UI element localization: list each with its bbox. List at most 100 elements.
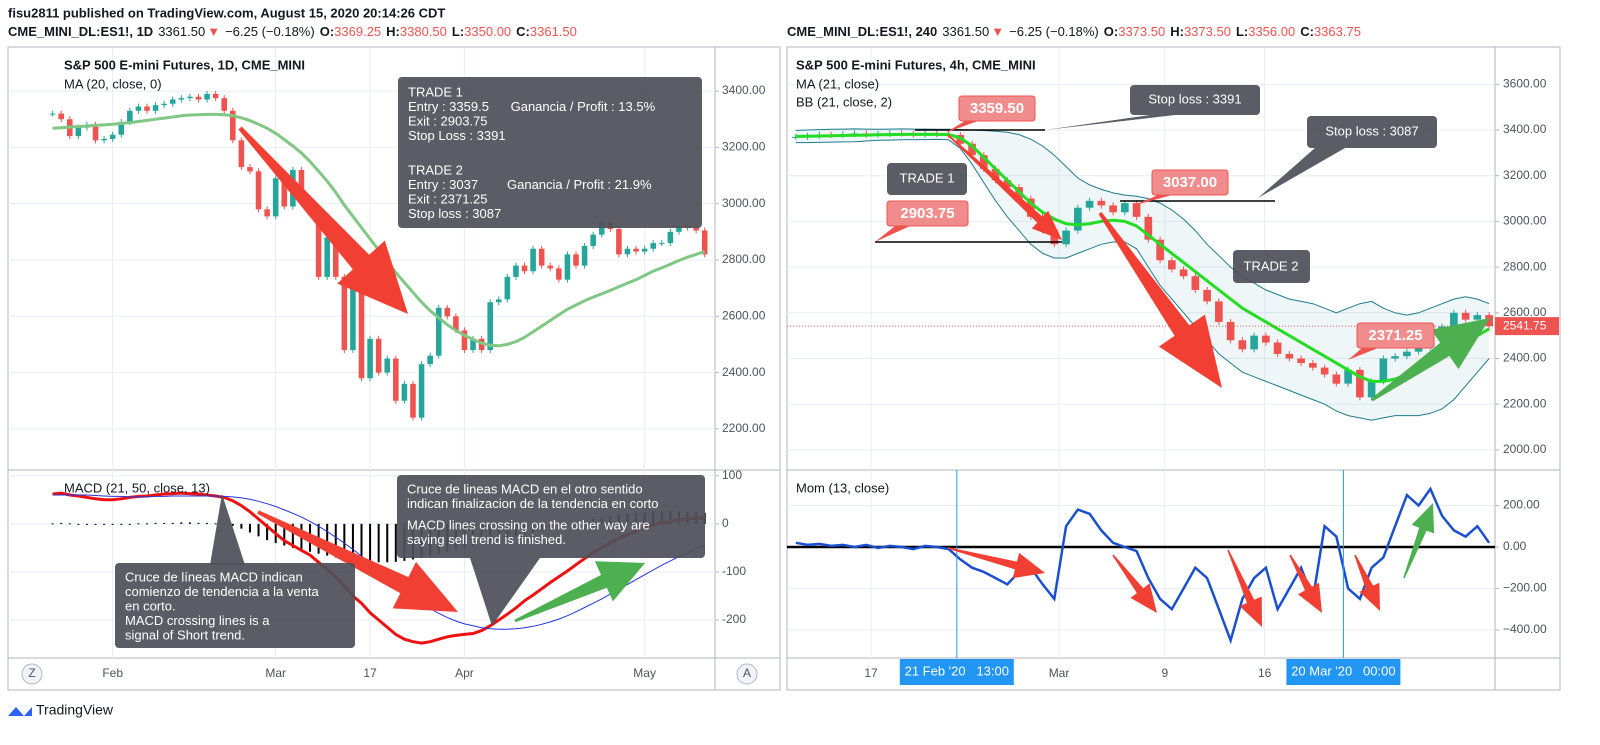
bb-upper bbox=[795, 128, 1490, 316]
header-h-key: H: bbox=[1170, 24, 1184, 39]
histogram-bar bbox=[128, 523, 131, 525]
candle bbox=[324, 237, 330, 277]
y-tick-label: 0 bbox=[722, 516, 729, 530]
candle bbox=[444, 307, 451, 317]
y-tick-label: 2600.00 bbox=[722, 308, 766, 322]
price-callout-label: 3037.00 bbox=[1163, 174, 1217, 191]
note-box bbox=[1130, 85, 1260, 115]
y-tick-label: 3200.00 bbox=[1503, 168, 1547, 182]
header-change: −6.25 (−0.18%) bbox=[225, 24, 315, 39]
candle bbox=[487, 302, 493, 351]
candle bbox=[247, 167, 253, 172]
candle bbox=[187, 96, 193, 99]
marker-label: 20 Mar '20 00:00 bbox=[1291, 663, 1395, 678]
header-h: 3373.50 bbox=[1184, 24, 1231, 39]
callout-tail bbox=[945, 121, 978, 133]
candle bbox=[1191, 276, 1200, 290]
header-arrow: ▼ bbox=[991, 24, 1004, 39]
candle bbox=[1156, 239, 1164, 261]
bb-lower bbox=[795, 138, 1490, 421]
y-tick-label: 2800.00 bbox=[722, 252, 766, 266]
candle bbox=[1132, 203, 1141, 217]
candle bbox=[298, 169, 305, 199]
y-tick-label: 2400.00 bbox=[1503, 351, 1547, 365]
arrow bbox=[514, 561, 645, 623]
momentum-line bbox=[795, 486, 1491, 645]
candle bbox=[616, 229, 622, 255]
candle bbox=[1203, 289, 1211, 302]
histogram-bar bbox=[68, 523, 71, 525]
pane-title: S&P 500 E-mini Futures, 1D, CME_MINI bbox=[64, 57, 305, 72]
arrow bbox=[1289, 554, 1322, 613]
candle bbox=[393, 358, 399, 401]
candle bbox=[693, 227, 699, 231]
note-text: Stop Loss : 3391 bbox=[408, 128, 506, 143]
price-callout bbox=[1151, 169, 1229, 196]
header-l: 3350.00 bbox=[464, 24, 511, 39]
callout-tail bbox=[1348, 348, 1378, 360]
symbol-line: CME_MINI_DL:ES1!, 240 3361.50 ▼ −6.25 (−0.1… bbox=[787, 24, 1361, 39]
candle bbox=[221, 98, 228, 111]
candle bbox=[547, 265, 554, 269]
header-o: 3373.50 bbox=[1118, 24, 1165, 39]
candle bbox=[1297, 358, 1305, 364]
note-text: Entry : 3359.5 Ganancia / Profit : 13.5% bbox=[408, 99, 656, 114]
histogram-bar bbox=[266, 523, 269, 541]
candle bbox=[1074, 207, 1082, 231]
header-o: 3369.25 bbox=[334, 24, 381, 39]
histogram-bar bbox=[120, 523, 123, 525]
note-text: Stop loss : 3391 bbox=[1148, 91, 1241, 106]
candle bbox=[195, 96, 202, 100]
candle bbox=[255, 171, 262, 210]
y-tick-label: 2000.00 bbox=[1503, 442, 1547, 456]
y-tick-label: 2800.00 bbox=[1503, 259, 1547, 273]
note-text: TRADE 1 bbox=[900, 170, 955, 185]
y-tick-label: −400.00 bbox=[1503, 622, 1547, 636]
candle bbox=[1309, 363, 1317, 368]
histogram-bar bbox=[111, 523, 114, 525]
candle bbox=[1215, 301, 1223, 322]
candle bbox=[991, 168, 1000, 181]
auto-button[interactable] bbox=[736, 663, 758, 685]
histogram-bar bbox=[171, 522, 174, 524]
zoom-label[interactable]: Z bbox=[28, 666, 35, 680]
x-tick-label: Feb bbox=[102, 666, 123, 680]
brand-logo bbox=[8, 707, 32, 716]
y-tick-label: -100 bbox=[722, 564, 746, 578]
price-callout-label: 2903.75 bbox=[900, 205, 954, 222]
histogram-bar bbox=[103, 523, 106, 525]
note-box bbox=[398, 77, 702, 228]
candle bbox=[1414, 347, 1423, 352]
note-box bbox=[115, 563, 355, 648]
last-price-label: 2541.75 bbox=[1503, 318, 1547, 332]
candle bbox=[92, 124, 99, 141]
auto-label[interactable]: A bbox=[743, 666, 751, 680]
arrow bbox=[1354, 554, 1380, 611]
candle bbox=[264, 209, 270, 217]
header-h: 3380.50 bbox=[400, 24, 447, 39]
candle bbox=[332, 237, 339, 277]
candle bbox=[1250, 335, 1258, 350]
header-l-key: L: bbox=[1236, 24, 1248, 39]
y-tick-label: 0.00 bbox=[1503, 539, 1527, 553]
candle bbox=[461, 330, 468, 351]
note-text: Exit : 2903.75 bbox=[408, 113, 488, 128]
y-tick-label: 3400.00 bbox=[722, 83, 766, 97]
y-tick-label: −200.00 bbox=[1503, 581, 1547, 595]
histogram-bar bbox=[180, 522, 183, 524]
candle bbox=[435, 307, 442, 356]
brand: TradingView bbox=[36, 702, 114, 718]
note-text: MACD lines crossing on the other way are bbox=[407, 517, 650, 532]
candle bbox=[538, 248, 545, 266]
histogram-bar bbox=[257, 523, 260, 537]
price-callout-label: 2371.25 bbox=[1368, 327, 1422, 344]
histogram-bar bbox=[137, 523, 140, 525]
histogram-bar bbox=[51, 523, 54, 525]
x-tick-label: 17 bbox=[864, 666, 878, 680]
histogram-bar bbox=[154, 522, 157, 524]
zoom-button[interactable] bbox=[21, 663, 43, 685]
candle bbox=[1144, 216, 1153, 240]
callout-tail bbox=[1132, 195, 1172, 206]
note-text: indican finalizacion de la tendencia en … bbox=[407, 496, 659, 511]
candle bbox=[1450, 312, 1458, 327]
